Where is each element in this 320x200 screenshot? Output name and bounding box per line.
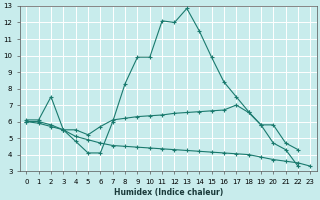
X-axis label: Humidex (Indice chaleur): Humidex (Indice chaleur) — [114, 188, 223, 197]
